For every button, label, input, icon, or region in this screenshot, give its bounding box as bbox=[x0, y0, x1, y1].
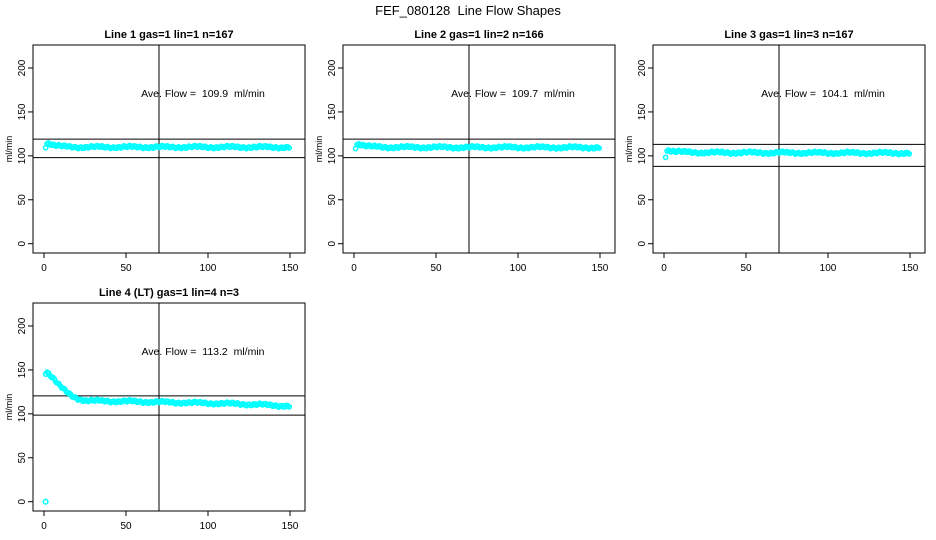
reference-lines bbox=[343, 138, 615, 159]
plot-group: 0 50 100 150 0 50 100 150 200 ml/min Ave. Flow = 1… bbox=[624, 44, 926, 274]
plot-border bbox=[342, 44, 616, 254]
reference-lines bbox=[33, 395, 305, 416]
plot-group: 0 50 100 150 0 50 100 150 200 ml/min Ave. Flow = 1… bbox=[314, 44, 616, 274]
ave-flow-annotation: Ave. Flow = 104.1 ml/min bbox=[761, 88, 885, 100]
plot-border bbox=[32, 44, 306, 254]
y-axis-tick-label: 150 bbox=[17, 103, 28, 120]
subplot-title: Line 3 gas=1 lin=3 n=167 bbox=[724, 29, 854, 41]
y-axis: 0 50 100 150 200 bbox=[637, 59, 653, 246]
x-axis-tick-label: 0 bbox=[351, 263, 357, 274]
y-axis: 0 50 100 150 200 bbox=[17, 59, 33, 246]
plot-area: 0 50 100 150 0 50 100 150 200 ml/min Ave. Flow = 1… bbox=[314, 44, 616, 274]
y-axis-tick-label: 150 bbox=[637, 103, 648, 120]
data-point bbox=[596, 145, 603, 152]
plot-border bbox=[652, 44, 926, 254]
x-axis-tick-label: 0 bbox=[41, 263, 47, 274]
x-axis-tick-label: 150 bbox=[282, 521, 299, 532]
x-axis-tick-label: 50 bbox=[740, 263, 752, 274]
y-axis-tick-label: 150 bbox=[327, 103, 338, 120]
data-series bbox=[662, 147, 913, 161]
plot-border bbox=[32, 302, 306, 512]
y-axis-tick-label: 50 bbox=[17, 452, 28, 464]
y-axis-tick-label: 50 bbox=[327, 194, 338, 206]
y-axis-tick-label: 200 bbox=[17, 317, 28, 334]
y-axis-label: ml/min bbox=[4, 136, 14, 163]
x-axis-tick-label: 0 bbox=[661, 263, 667, 274]
ave-flow-annotation: Ave. Flow = 113.2 ml/min bbox=[141, 346, 264, 358]
y-axis-tick-label: 100 bbox=[327, 147, 338, 164]
data-point bbox=[286, 403, 293, 410]
reference-lines bbox=[33, 138, 305, 159]
x-axis-tick-label: 100 bbox=[200, 521, 217, 532]
ave-flow-annotation: Ave. Flow = 109.7 ml/min bbox=[451, 88, 575, 100]
x-axis-tick-label: 100 bbox=[200, 263, 217, 274]
subplot-4: Line 4 (LT) gas=1 lin=4 n=3 0 50 100 150 0 50 1… bbox=[0, 286, 312, 540]
x-axis-tick-label: 50 bbox=[120, 521, 132, 532]
plot-group: 0 50 100 150 0 50 100 150 200 ml/min Ave. Flow = 1… bbox=[4, 44, 306, 274]
x-axis-tick-label: 150 bbox=[282, 263, 299, 274]
figure-title: FEF_080128 Line Flow Shapes bbox=[375, 3, 561, 18]
data-point bbox=[906, 150, 913, 157]
y-axis-tick-label: 0 bbox=[637, 240, 648, 246]
x-axis-tick-label: 100 bbox=[510, 263, 527, 274]
x-axis: 0 50 100 150 bbox=[41, 253, 299, 274]
ave-flow-annotation: Ave. Flow = 109.9 ml/min bbox=[141, 88, 265, 100]
subplot-1: Line 1 gas=1 lin=1 n=167 0 50 100 150 0 50 100 1… bbox=[0, 28, 312, 282]
y-axis-tick-label: 100 bbox=[637, 147, 648, 164]
reference-lines bbox=[653, 143, 925, 167]
y-axis-label: ml/min bbox=[4, 394, 14, 421]
data-series bbox=[42, 369, 293, 505]
y-axis-tick-label: 200 bbox=[17, 59, 28, 76]
y-axis: 0 50 100 150 200 bbox=[327, 59, 343, 246]
y-axis-tick-label: 200 bbox=[327, 59, 338, 76]
plot-area: 0 50 100 150 0 50 100 150 200 ml/min Ave. Flow = 1… bbox=[624, 44, 926, 274]
x-axis-tick-label: 0 bbox=[41, 521, 47, 532]
y-axis-tick-label: 150 bbox=[17, 361, 28, 378]
subplot-3: Line 3 gas=1 lin=3 n=167 0 50 100 150 0 50 100 1… bbox=[620, 28, 932, 282]
x-axis-tick-label: 150 bbox=[592, 263, 609, 274]
x-axis: 0 50 100 150 bbox=[351, 253, 609, 274]
y-axis-tick-label: 0 bbox=[17, 240, 28, 246]
x-axis-tick-label: 50 bbox=[430, 263, 442, 274]
subplot-2: Line 2 gas=1 lin=2 n=166 0 50 100 150 0 50 100 1… bbox=[310, 28, 622, 282]
x-axis: 0 50 100 150 bbox=[661, 253, 919, 274]
subplot-title: Line 4 (LT) gas=1 lin=4 n=3 bbox=[98, 287, 240, 299]
data-series bbox=[42, 140, 293, 152]
x-axis-tick-label: 100 bbox=[820, 263, 837, 274]
y-axis-label: ml/min bbox=[314, 136, 324, 163]
data-point bbox=[286, 145, 293, 151]
plot-area: 0 50 100 150 0 50 100 150 200 ml/min Ave. Flow = 1… bbox=[4, 302, 306, 532]
subplot-title: Line 1 gas=1 lin=1 n=167 bbox=[104, 29, 234, 41]
outlier-point bbox=[42, 498, 49, 505]
y-axis-tick-label: 0 bbox=[327, 240, 338, 246]
data-series bbox=[352, 141, 603, 152]
y-axis: 0 50 100 150 200 bbox=[17, 317, 33, 504]
x-axis-tick-label: 150 bbox=[902, 263, 919, 274]
y-axis-tick-label: 200 bbox=[637, 59, 648, 76]
subplot-title: Line 2 gas=1 lin=2 n=166 bbox=[414, 29, 544, 41]
plot-group: 0 50 100 150 0 50 100 150 200 ml/min Ave. Flow = 1… bbox=[4, 302, 306, 532]
plot-area: 0 50 100 150 0 50 100 150 200 ml/min Ave. Flow = 1… bbox=[4, 44, 306, 274]
y-axis-tick-label: 50 bbox=[17, 194, 28, 206]
y-axis-tick-label: 100 bbox=[17, 405, 28, 422]
data-point bbox=[662, 154, 669, 161]
y-axis-tick-label: 0 bbox=[17, 498, 28, 504]
x-axis-tick-label: 50 bbox=[120, 263, 132, 274]
y-axis-tick-label: 100 bbox=[17, 147, 28, 164]
y-axis-tick-label: 50 bbox=[637, 194, 648, 206]
y-axis-label: ml/min bbox=[624, 136, 634, 163]
x-axis: 0 50 100 150 bbox=[41, 511, 299, 532]
